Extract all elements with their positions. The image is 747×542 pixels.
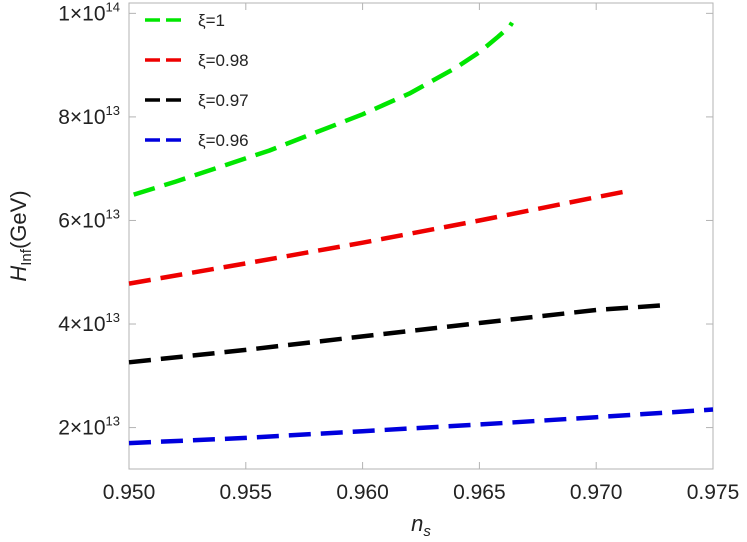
- y-tick-exponent: 13: [106, 414, 120, 429]
- y-tick-exponent: 13: [106, 103, 120, 118]
- y-tick-base: 10: [82, 106, 105, 129]
- y-tick-mantissa: 2: [58, 417, 70, 440]
- x-tick-label: 0.970: [570, 481, 623, 504]
- plot-frame: [128, 2, 714, 470]
- legend-label-2: ξ=0.97: [198, 91, 249, 110]
- series-layer: [128, 21, 714, 446]
- y-axis-label: HInf(GeV): [6, 190, 35, 281]
- y-tick-exponent: 13: [106, 206, 120, 221]
- y-tick-times: ×: [70, 2, 82, 25]
- x-axis-label: ns: [411, 511, 431, 540]
- y-tick-label: 6×1013: [58, 206, 120, 232]
- legend-label-0: ξ=1: [198, 11, 225, 30]
- y-tick-base: 10: [82, 2, 105, 25]
- x-axis-ticks: 0.950 0.955 0.960 0.965 0.970 0.975: [103, 3, 740, 504]
- series-line-0: [133, 21, 514, 197]
- y-tick-label: 1×1014: [58, 0, 120, 25]
- x-tick-label: 0.975: [687, 481, 740, 504]
- x-tick-label: 0.950: [103, 481, 156, 504]
- y-tick-label: 2×1013: [58, 414, 120, 440]
- y-tick-mantissa: 6: [58, 209, 70, 232]
- y-tick-times: ×: [70, 209, 82, 232]
- legend-label-1: ξ=0.98: [198, 51, 249, 70]
- x-axis-label-sub: s: [423, 523, 431, 540]
- series-line-2: [128, 302, 669, 365]
- y-tick-exponent: 14: [106, 0, 120, 14]
- y-tick-times: ×: [70, 417, 82, 440]
- y-tick-mantissa: 8: [58, 106, 70, 129]
- y-tick-base: 10: [82, 417, 105, 440]
- x-tick-label: 0.955: [220, 481, 273, 504]
- y-tick-exponent: 13: [106, 310, 120, 325]
- y-tick-label: 8×1013: [58, 103, 120, 129]
- y-tick-label: 4×1013: [58, 310, 120, 336]
- y-axis-label-main: H: [6, 266, 31, 282]
- legend: ξ=1 ξ=0.98 ξ=0.97 ξ=0.96: [145, 11, 249, 150]
- y-tick-mantissa: 1: [58, 2, 70, 25]
- y-tick-base: 10: [82, 209, 105, 232]
- y-axis-label-tail: (GeV): [6, 190, 31, 249]
- y-tick-mantissa: 4: [58, 313, 70, 336]
- y-axis-label-sub: Inf: [18, 248, 35, 266]
- y-tick-base: 10: [82, 313, 105, 336]
- y-tick-times: ×: [70, 106, 82, 129]
- legend-label-3: ξ=0.96: [198, 131, 249, 150]
- x-tick-label: 0.965: [453, 481, 506, 504]
- series-line-1: [128, 188, 632, 286]
- x-axis-label-main: n: [411, 511, 423, 536]
- y-tick-times: ×: [70, 313, 82, 336]
- x-tick-label: 0.960: [336, 481, 389, 504]
- series-line-3: [128, 407, 714, 446]
